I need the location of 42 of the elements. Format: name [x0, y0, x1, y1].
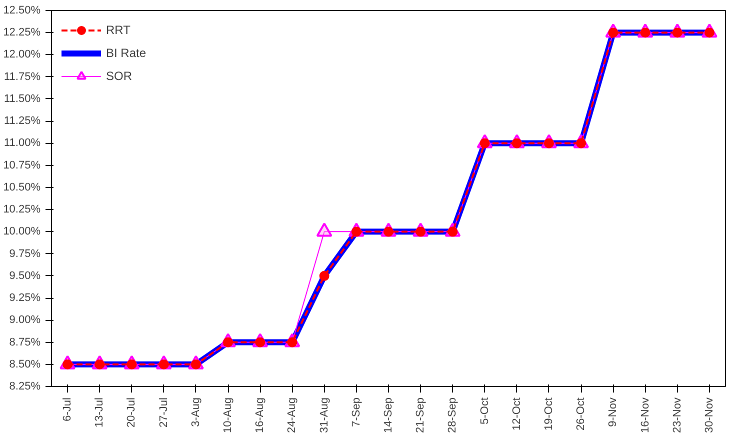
- x-tick-label: 31-Aug: [318, 397, 330, 433]
- y-tick-label: 9.00%: [9, 314, 41, 326]
- x-tick-label: 23-Nov: [671, 397, 684, 433]
- y-tick-label: 10.00%: [3, 226, 41, 238]
- legend-label: BI Rate: [106, 46, 146, 60]
- y-tick-label: 11.00%: [4, 137, 41, 150]
- x-tick-label: 3-Aug: [190, 397, 202, 427]
- legend-label: RRT: [106, 23, 130, 37]
- x-tick-label: 6-Jul: [62, 398, 74, 422]
- x-tick-label: 21-Sep: [414, 397, 427, 433]
- y-tick-label: 11.25%: [4, 115, 41, 128]
- x-tick-label: 16-Aug: [254, 397, 266, 433]
- y-tick-label: 10.75%: [3, 159, 41, 172]
- y-tick-label: 10.25%: [3, 204, 41, 216]
- x-tick-label: 10-Aug: [222, 397, 234, 433]
- x-tick-label: 26-Oct: [575, 397, 588, 431]
- x-tick-label: 30-Nov: [703, 397, 716, 433]
- x-tick-label: 19-Oct: [542, 397, 555, 431]
- x-tick-label: 28-Sep: [446, 397, 459, 433]
- y-tick-label: 11.75%: [4, 70, 41, 83]
- x-tick-label: 12-Oct: [510, 397, 523, 431]
- y-tick-label: 10.50%: [3, 181, 41, 194]
- y-tick-label: 12.50%: [3, 4, 41, 16]
- y-tick-label: 11.50%: [4, 92, 41, 105]
- y-tick-label: 8.75%: [9, 336, 41, 348]
- y-tick-label: 8.25%: [9, 380, 41, 392]
- x-tick-label: 27-Jul: [158, 397, 170, 428]
- y-tick-label: 9.75%: [9, 248, 41, 260]
- x-tick-label: 20-Jul: [126, 397, 138, 428]
- y-tick-label: 9.25%: [9, 292, 41, 304]
- y-tick-label: 12.25%: [3, 26, 41, 39]
- x-tick-label: 9-Nov: [607, 397, 620, 427]
- y-tick-label: 12.00%: [3, 48, 41, 61]
- x-tick-label: 5-Oct: [478, 397, 491, 424]
- x-tick-label: 14-Sep: [382, 397, 394, 433]
- x-tick-label: 16-Nov: [639, 397, 652, 433]
- x-tick-label: 7-Sep: [350, 397, 362, 427]
- y-tick-label: 9.50%: [9, 270, 41, 282]
- legend-label: SOR: [106, 69, 132, 83]
- x-tick-label: 13-Jul: [94, 397, 106, 428]
- x-tick-label: 24-Aug: [286, 397, 298, 433]
- y-tick-label: 8.50%: [9, 358, 41, 370]
